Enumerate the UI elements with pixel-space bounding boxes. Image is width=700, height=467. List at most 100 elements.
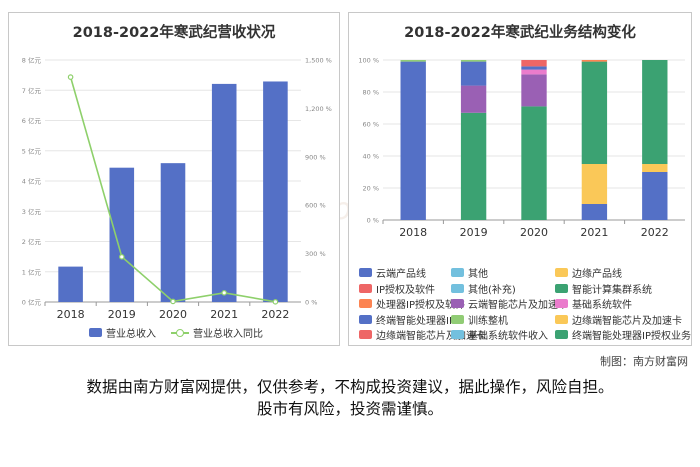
right-axis-tick-label: 600 % [305, 202, 326, 210]
structure-legend-item: 基础系统软件 [555, 296, 632, 311]
structure-legend-item: 边缘产品线 [555, 265, 622, 280]
legend-label: 智能计算集群系统 [572, 284, 652, 296]
legend-revenue: 营业总收入 [89, 325, 156, 340]
x-axis-category-label: 2018 [57, 308, 85, 321]
structure-chart-legend: 云端产品线 其他 边缘产品线 IP授权及软件 其他(补充) 智能计算集群系统 处理器IP授权… [359, 265, 691, 345]
legend-line-swatch [171, 328, 189, 337]
legend-revenue-yoy-label: 营业总收入同比 [193, 329, 263, 340]
stacked-bar-segment [581, 60, 608, 62]
revenue-bar [109, 167, 135, 302]
stacked-bar-segment [581, 61, 608, 164]
stacked-bar-segment [521, 69, 547, 75]
structure-legend-item: 智能计算集群系统 [555, 281, 652, 296]
disclaimer-line-1: 数据由南方财富网提供，仅供参考，不构成投资建议，据此操作，风险自担。 [86, 378, 614, 396]
disclaimer: 数据由南方财富网提供，仅供参考，不构成投资建议，据此操作，风险自担。 股市有风险… [0, 376, 700, 420]
structure-legend-item: 其他 [451, 265, 488, 280]
stacked-bar-segment [642, 172, 668, 220]
legend-swatch [359, 330, 372, 339]
revenue-bar [58, 266, 83, 302]
structure-chart-panel: 2018-2022年寒武纪业务结构变化 0 % 20 % 40 % 60 % 80 % 1… [348, 12, 692, 346]
legend-swatch [451, 330, 464, 339]
legend-label: 边缘端智能芯片及加速卡 [376, 331, 486, 342]
y-axis-tick-label: 100 % [358, 57, 379, 65]
revenue-chart-title: 2018-2022年寒武纪营收状况 [72, 25, 276, 41]
x-axis-category-label: 2019 [460, 226, 488, 239]
structure-chart: 0 % 20 % 40 % 60 % 80 % 100 % 2018 2019 2020 2021… [358, 57, 685, 239]
stacked-bar-segment [460, 60, 487, 62]
revenue-yoy-point [119, 254, 125, 260]
legend-label: 基础系统软件收入 [468, 331, 548, 342]
legend-swatch [555, 268, 568, 277]
legend-swatch [555, 299, 568, 308]
structure-legend-item: 边缘端智能芯片及加速卡 [359, 327, 486, 342]
x-axis-category-label: 2022 [261, 308, 289, 321]
legend-swatch [451, 268, 464, 277]
structure-legend-item: 云端产品线 [359, 265, 426, 280]
structure-chart-title: 2018-2022年寒武纪业务结构变化 [404, 25, 636, 41]
legend-swatch [451, 283, 464, 293]
x-axis-category-label: 2018 [399, 226, 427, 239]
legend-swatch [359, 299, 372, 308]
y-axis-tick-label: 20 % [362, 185, 379, 193]
right-axis-tick-label: 1,200 % [305, 105, 332, 113]
structure-legend-item: 云端智能芯片及加速卡 [451, 296, 568, 311]
stacked-bar-segment [521, 106, 547, 220]
left-axis-tick-label: 1 亿元 [22, 267, 42, 276]
legend-swatch [359, 268, 372, 277]
structure-legend-item: 边缘端智能芯片及加速卡 [555, 312, 682, 327]
left-axis-tick-label: 4 亿元 [22, 177, 42, 186]
left-axis-tick-label: 3 亿元 [22, 207, 42, 216]
stacked-bar-segment [521, 60, 547, 67]
right-axis-tick-label: 0 % [305, 299, 317, 307]
structure-legend-item: 终端智能处理器IP授权业务 [555, 327, 691, 342]
structure-legend-item: 基础系统软件收入 [451, 327, 548, 342]
x-axis-category-label: 2021 [580, 226, 608, 239]
stacked-bar-segment [642, 164, 668, 172]
stacked-bar-segment [581, 204, 608, 220]
revenue-chart: 0 亿元 1 亿元 2 亿元 3 亿元 4 亿元 5 亿元 6 亿元 7 亿元 8 亿元 0 % 3… [22, 56, 332, 322]
legend-label: 处理器IP授权及软件 [376, 300, 465, 311]
stacked-bar-segment [581, 164, 608, 204]
y-axis-tick-label: 0 % [367, 217, 379, 225]
legend-label: 训练整机 [468, 315, 508, 327]
stacked-bar-segment [400, 61, 426, 220]
legend-swatch [555, 314, 568, 324]
left-axis-tick-label: 5 亿元 [22, 146, 42, 155]
right-axis-tick-label: 900 % [305, 153, 326, 161]
y-axis-tick-label: 80 % [362, 89, 379, 97]
legend-label: 终端智能处理器IP授权业务 [572, 331, 691, 342]
y-axis-tick-label: 60 % [362, 121, 379, 129]
legend-label: 其他 [468, 269, 488, 280]
y-axis-tick-label: 40 % [362, 153, 379, 161]
left-axis-tick-label: 2 亿元 [22, 237, 42, 246]
structure-legend-item: 训练整机 [451, 312, 508, 327]
stacked-bar-segment [521, 66, 547, 70]
legend-label: 边缘产品线 [572, 269, 622, 280]
revenue-yoy-point [272, 299, 279, 305]
x-axis-category-label: 2021 [210, 308, 238, 321]
legend-swatch [359, 283, 372, 293]
structure-legend-item: 终端智能处理器IP [359, 312, 455, 327]
legend-label: 基础系统软件 [572, 300, 632, 311]
revenue-bar [160, 163, 186, 302]
left-axis-tick-label: 0 亿元 [22, 298, 42, 307]
legend-label: IP授权及软件 [376, 284, 435, 296]
revenue-bar [263, 81, 288, 302]
revenue-chart-legend: 营业总收入 营业总收入同比 [89, 325, 309, 340]
legend-label: 云端产品线 [376, 269, 426, 280]
revenue-bar [211, 83, 237, 303]
stacked-bar-segment [521, 74, 547, 107]
revenue-yoy-point [67, 74, 74, 80]
revenue-yoy-point [170, 298, 176, 305]
legend-revenue-yoy: 营业总收入同比 [171, 325, 263, 340]
stacked-bar-segment [460, 85, 487, 113]
stacked-bar-segment [460, 61, 487, 86]
left-axis-tick-label: 6 亿元 [22, 116, 42, 125]
legend-swatch [359, 314, 372, 324]
left-axis-tick-label: 8 亿元 [22, 56, 42, 65]
revenue-chart-panel: 2018-2022年寒武纪营收状况 0 亿元 1 亿元 2 亿元 3 亿元 4 亿元 5 … [8, 12, 340, 346]
legend-label: 云端智能芯片及加速卡 [468, 300, 568, 311]
structure-legend-item: IP授权及软件 [359, 281, 435, 296]
right-axis-tick-label: 1,500 % [305, 57, 332, 65]
legend-label: 边缘端智能芯片及加速卡 [572, 315, 682, 327]
